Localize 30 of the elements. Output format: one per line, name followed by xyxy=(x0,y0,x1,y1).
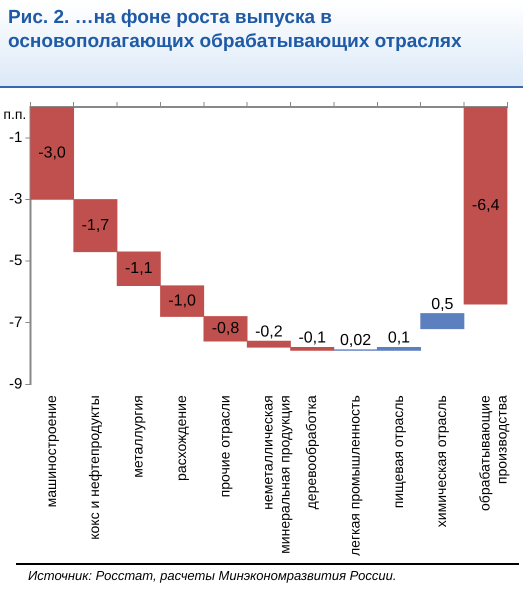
x-tick-label: легкая промышленность xyxy=(346,395,362,556)
bar xyxy=(464,107,508,304)
text: Источник: Росстат, расчеты Минэкономразвития России. xyxy=(16,563,519,583)
data-label: -1,7 xyxy=(82,217,110,234)
x-tick-label: расхождение xyxy=(172,395,189,481)
x-tick-label: прочие отрасли xyxy=(216,395,232,498)
y-tick-label: -1 xyxy=(8,128,22,146)
x-tick-label: химическая отрасль xyxy=(433,395,450,528)
data-label: -1,0 xyxy=(168,292,196,310)
chart-title: Рис. 2. …на фоне роста выпуска в основополагающих обрабатывающих отраслях xyxy=(0,0,523,88)
bar xyxy=(420,313,464,330)
y-axis-title: п.п. xyxy=(3,106,26,122)
x-tick-label: металлургия xyxy=(130,395,146,478)
x-tick-label: деревообработка xyxy=(303,395,320,510)
y-tick-label: -3 xyxy=(8,190,22,208)
y-tick-label: -7 xyxy=(8,314,22,331)
data-label: 0,02 xyxy=(340,332,372,350)
data-label: -3,0 xyxy=(38,144,66,162)
data-label: 0,5 xyxy=(431,296,454,313)
data-label: 0,1 xyxy=(388,330,410,347)
x-tick-label: машиностроение xyxy=(42,395,59,508)
y-tick-label: -5 xyxy=(8,252,22,270)
data-label: -0,2 xyxy=(255,324,283,341)
data-label: -0,8 xyxy=(212,320,240,338)
x-tick-label: пищевая отрасль xyxy=(390,395,406,508)
data-label: -1,1 xyxy=(124,260,153,278)
x-tick-label: кокс и нефтепродукты xyxy=(86,395,102,540)
data-label: -6,4 xyxy=(472,196,500,214)
data-label: -0,1 xyxy=(298,330,326,347)
y-tick-label: -9 xyxy=(8,375,22,392)
